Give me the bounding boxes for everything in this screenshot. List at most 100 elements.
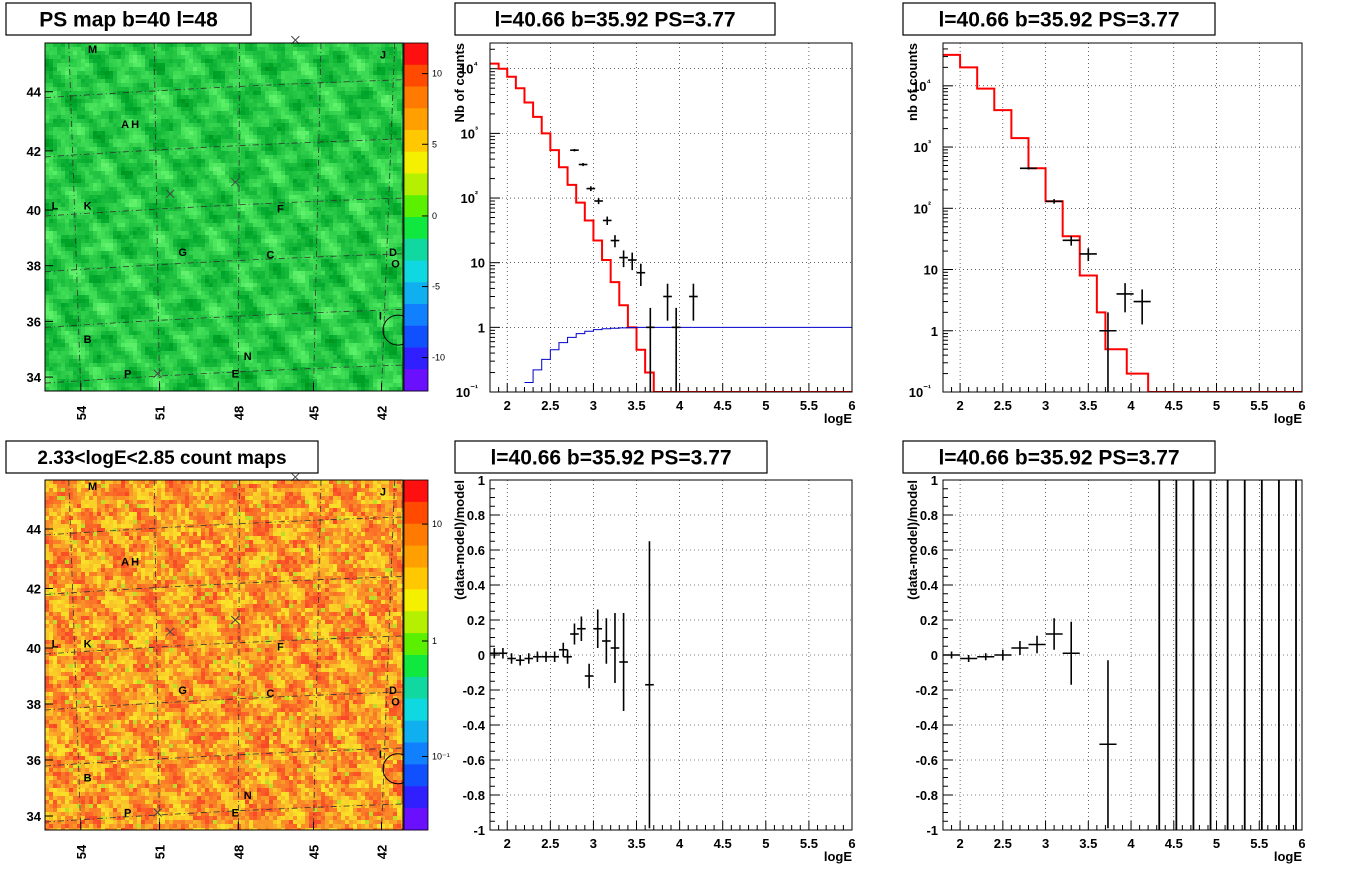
heatmap-cell: [285, 139, 289, 143]
heatmap-cell: [253, 179, 257, 183]
heatmap-cell: [249, 227, 253, 231]
heatmap-cell: [113, 75, 117, 79]
heatmap-cell: [285, 239, 289, 243]
heatmap-cell: [53, 211, 57, 215]
heatmap-cell: [313, 219, 317, 223]
heatmap-cell: [329, 219, 333, 223]
heatmap-cell: [81, 191, 85, 195]
heatmap-cell: [313, 255, 317, 259]
heatmap-cell: [337, 219, 341, 223]
heatmap-cell: [357, 259, 361, 263]
heatmap-cell: [301, 87, 305, 91]
heatmap-cell: [285, 255, 289, 259]
heatmap-cell: [313, 51, 317, 55]
heatmap-cell: [377, 247, 381, 251]
heatmap-cell: [285, 143, 289, 147]
heatmap-cell: [153, 99, 157, 103]
heatmap-cell: [181, 211, 185, 215]
heatmap-cell: [225, 139, 229, 143]
heatmap-cell: [293, 195, 297, 199]
heatmap-cell: [145, 247, 149, 251]
heatmap-cell: [61, 207, 65, 211]
heatmap-cell: [77, 223, 81, 227]
heatmap-cell: [89, 51, 93, 55]
heatmap-cell: [157, 251, 161, 255]
heatmap-cell: [273, 115, 277, 119]
heatmap-cell: [109, 203, 113, 207]
heatmap-cell: [161, 263, 165, 267]
heatmap-cell: [317, 231, 321, 235]
heatmap-cell: [205, 151, 209, 155]
heatmap-cell: [97, 131, 101, 135]
heatmap-cell: [321, 247, 325, 251]
heatmap-cell: [97, 223, 101, 227]
heatmap-cell: [281, 179, 285, 183]
heatmap-cell: [181, 167, 185, 171]
heatmap-cell: [125, 83, 129, 87]
heatmap-cell: [385, 143, 389, 147]
heatmap-cell: [265, 131, 269, 135]
heatmap-cell: [289, 91, 293, 95]
heatmap-cell: [81, 95, 85, 99]
heatmap-cell: [253, 207, 257, 211]
heatmap-cell: [221, 91, 225, 95]
heatmap-cell: [53, 111, 57, 115]
heatmap-cell: [377, 203, 381, 207]
heatmap-cell: [145, 111, 149, 115]
heatmap-cell: [185, 67, 189, 71]
heatmap-cell: [389, 167, 393, 171]
heatmap-cell: [261, 91, 265, 95]
heatmap-cell: [89, 191, 93, 195]
heatmap-cell: [213, 151, 217, 155]
heatmap-cell: [105, 119, 109, 123]
heatmap-cell: [109, 187, 113, 191]
heatmap-cell: [305, 243, 309, 247]
heatmap-cell: [65, 211, 69, 215]
heatmap-cell: [241, 87, 245, 91]
heatmap-cell: [293, 95, 297, 99]
heatmap-cell: [253, 235, 257, 239]
heatmap-cell: [365, 215, 369, 219]
heatmap-cell: [149, 247, 153, 251]
heatmap-cell: [357, 231, 361, 235]
heatmap-cell: [57, 151, 61, 155]
heatmap-cell: [333, 231, 337, 235]
heatmap-cell: [117, 135, 121, 139]
heatmap-cell: [81, 139, 85, 143]
heatmap-cell: [201, 147, 205, 151]
heatmap-cell: [189, 123, 193, 127]
heatmap-cell: [229, 95, 233, 99]
heatmap-cell: [69, 247, 73, 251]
heatmap-cell: [225, 127, 229, 131]
heatmap-cell: [209, 219, 213, 223]
heatmap-cell: [285, 127, 289, 131]
heatmap-cell: [165, 211, 169, 215]
heatmap-cell: [209, 259, 213, 263]
heatmap-cell: [93, 183, 97, 187]
heatmap-cell: [349, 55, 353, 59]
heatmap-cell: [333, 123, 337, 127]
heatmap-cell: [57, 135, 61, 139]
heatmap-cell: [245, 87, 249, 91]
heatmap-cell: [289, 199, 293, 203]
heatmap-cell: [361, 147, 365, 151]
heatmap-cell: [61, 83, 65, 87]
heatmap-cell: [393, 103, 397, 107]
heatmap-cell: [377, 195, 381, 199]
heatmap-cell: [329, 47, 333, 51]
heatmap-cell: [209, 215, 213, 219]
heatmap-cell: [269, 151, 273, 155]
heatmap-cell: [353, 43, 357, 47]
heatmap-cell: [349, 103, 353, 107]
heatmap-cell: [305, 199, 309, 203]
heatmap-cell: [165, 259, 169, 263]
heatmap-cell: [261, 195, 265, 199]
heatmap-cell: [321, 103, 325, 107]
heatmap-cell: [317, 251, 321, 255]
heatmap-cell: [309, 255, 313, 259]
heatmap-cell: [65, 111, 69, 115]
heatmap-cell: [121, 223, 125, 227]
heatmap-cell: [81, 175, 85, 179]
heatmap-cell: [321, 43, 325, 47]
heatmap-cell: [109, 51, 113, 55]
